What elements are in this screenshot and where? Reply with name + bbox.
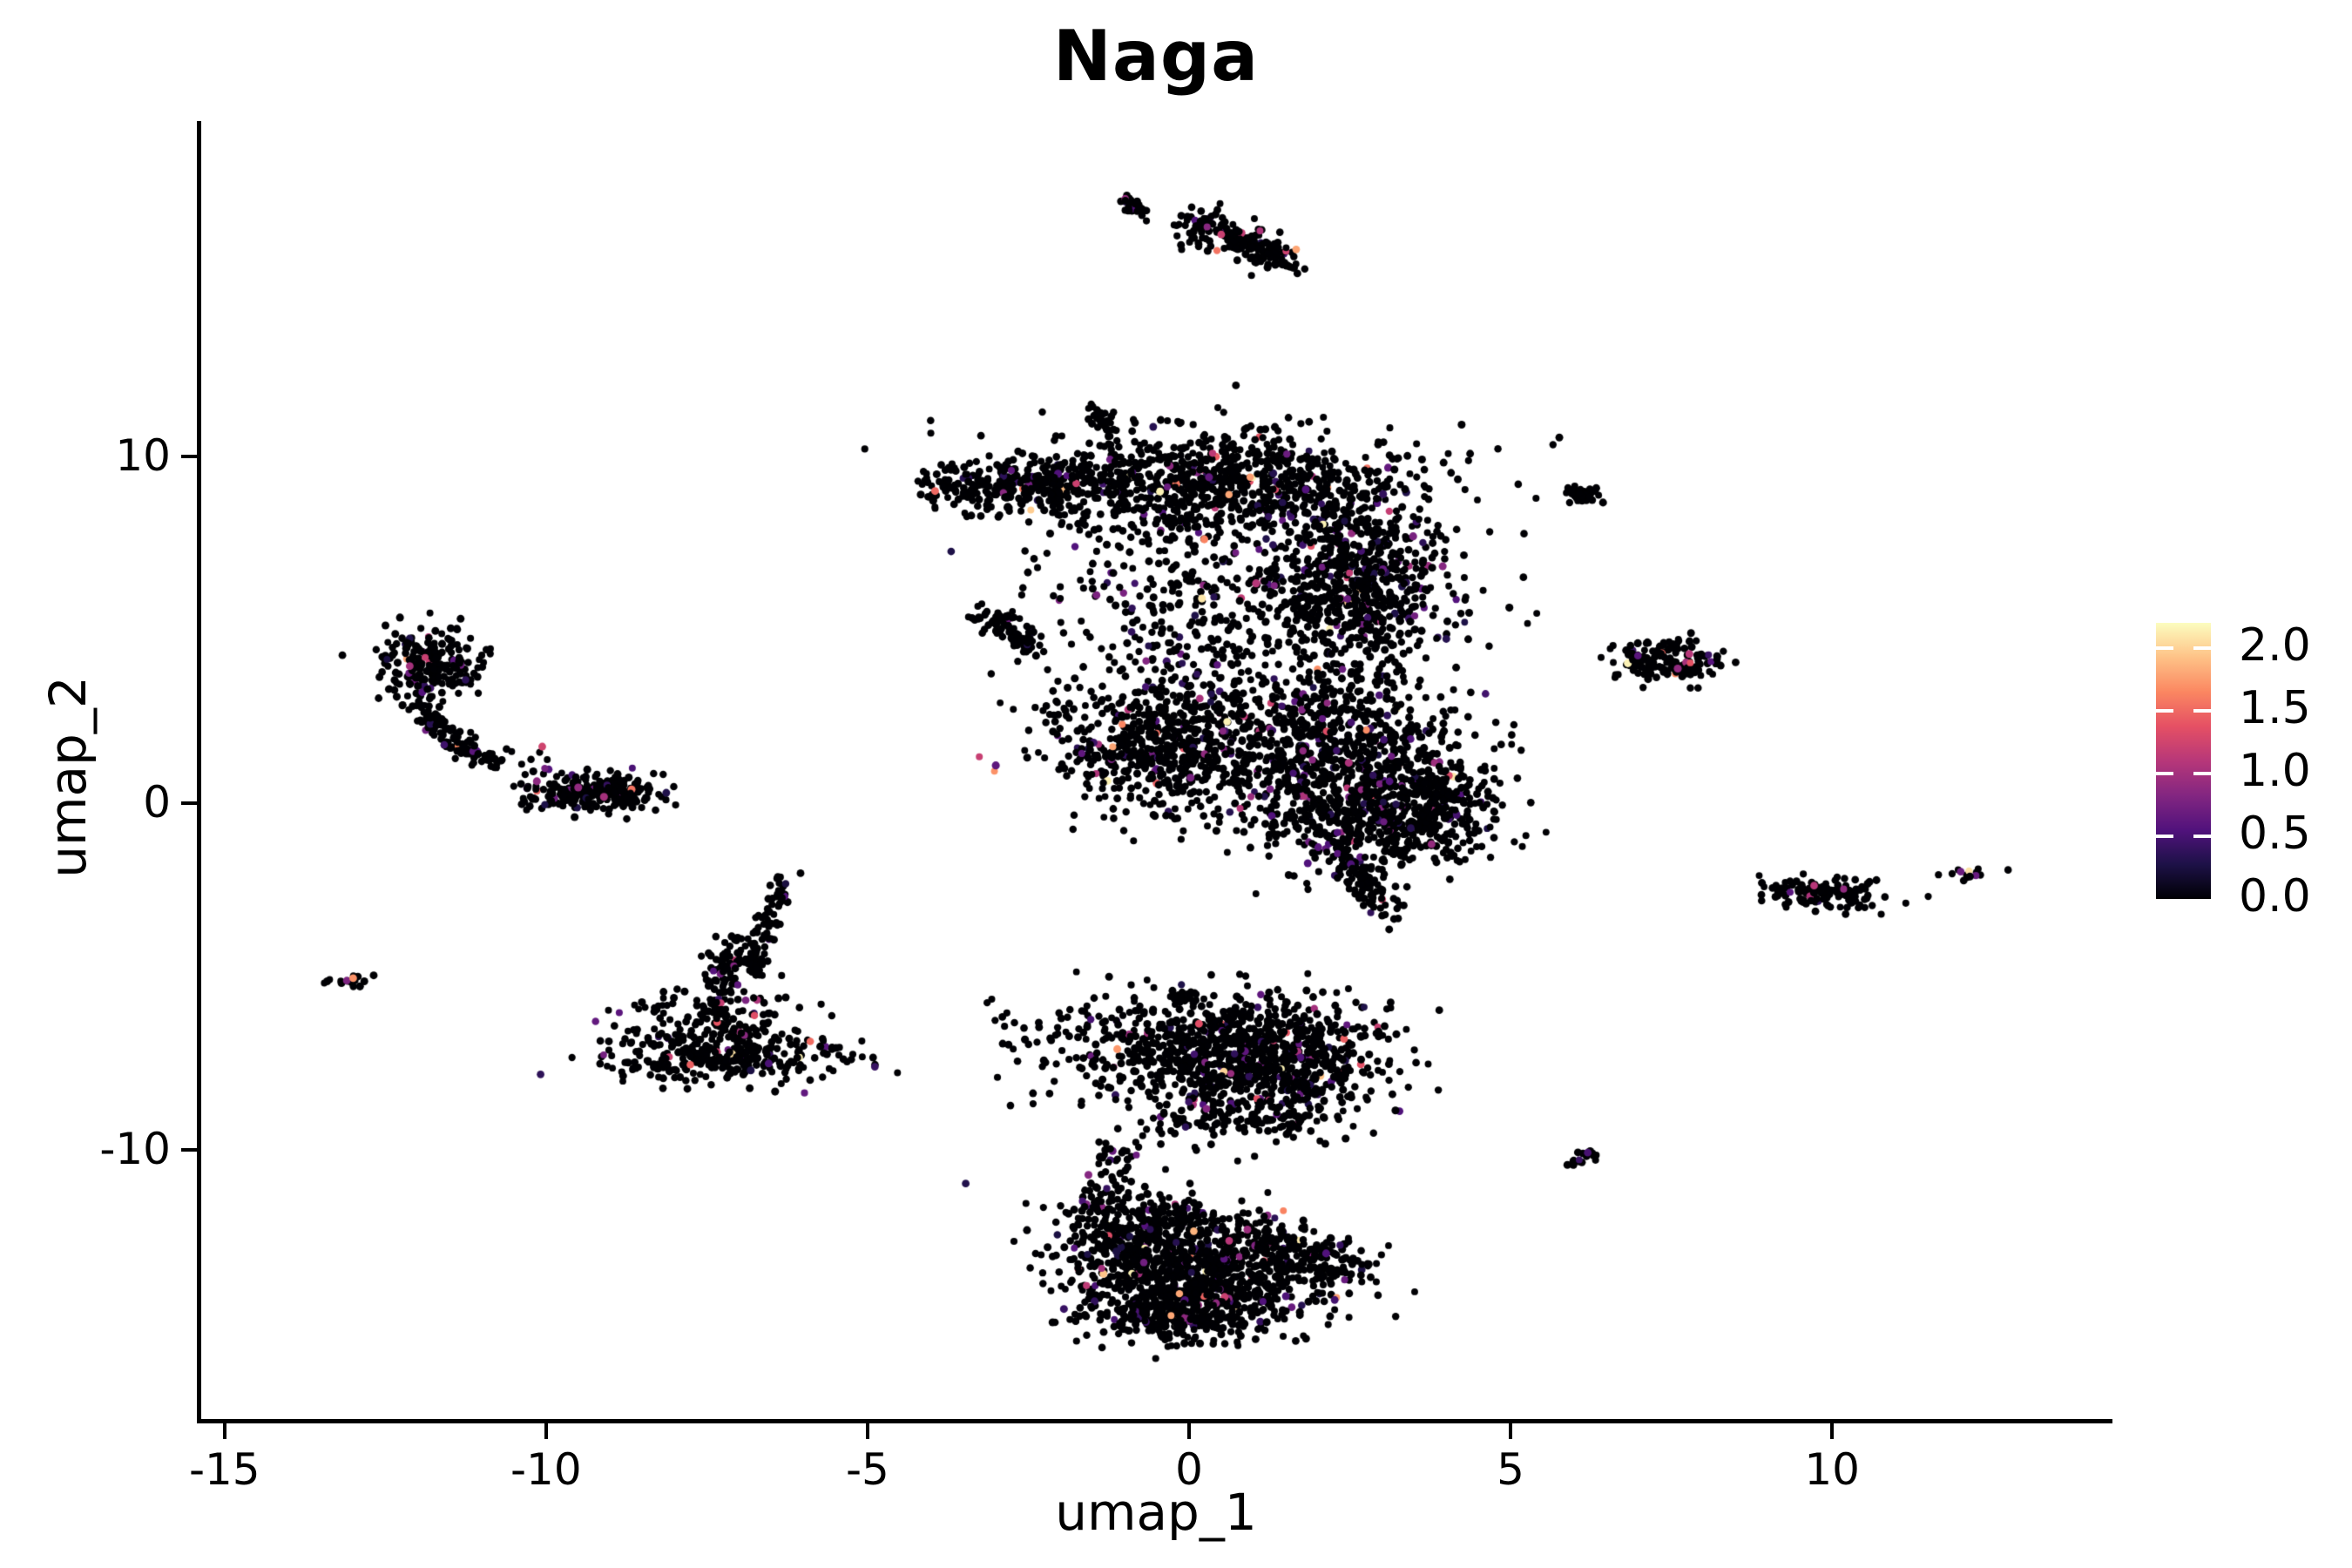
y-tick: [181, 801, 197, 805]
x-tick: [222, 1423, 226, 1439]
y-tick-label: 0: [143, 776, 171, 828]
colorbar-gradient: [2156, 623, 2211, 899]
x-tick-label: 10: [1804, 1444, 1860, 1495]
colorbar-tick: [2156, 834, 2173, 838]
x-axis-line: [197, 1419, 2112, 1423]
colorbar-tick: [2193, 771, 2211, 775]
x-tick-label: 0: [1175, 1444, 1203, 1495]
x-tick-label: 5: [1497, 1444, 1524, 1495]
colorbar-tick: [2156, 645, 2173, 650]
colorbar-tick: [2156, 771, 2173, 775]
x-tick-label: -5: [846, 1444, 889, 1495]
y-tick: [181, 454, 197, 458]
colorbar-tick-label: 0.5: [2239, 807, 2311, 860]
y-axis-label: umap_2: [38, 676, 98, 878]
y-axis-line: [197, 121, 201, 1423]
colorbar-tick: [2156, 708, 2173, 713]
x-tick: [1509, 1423, 1513, 1439]
x-tick: [1830, 1423, 1835, 1439]
x-tick: [544, 1423, 548, 1439]
colorbar-tick-label: 1.0: [2239, 744, 2311, 797]
colorbar-tick: [2193, 708, 2211, 713]
colorbar-tick-label: 1.5: [2239, 681, 2311, 734]
colorbar-tick: [2193, 645, 2211, 650]
colorbar-tick-label: 2.0: [2239, 618, 2311, 672]
colorbar-tick-label: 0.0: [2239, 870, 2311, 923]
x-tick: [865, 1423, 869, 1439]
x-tick-label: -10: [510, 1444, 582, 1495]
colorbar-tick: [2193, 834, 2211, 838]
x-tick: [1187, 1423, 1191, 1439]
y-tick: [181, 1147, 197, 1152]
y-tick-label: -10: [99, 1123, 171, 1174]
x-axis-label: umap_1: [1055, 1483, 1257, 1542]
plot-title: Naga: [1052, 16, 1260, 97]
y-tick-label: 10: [115, 429, 171, 481]
x-tick-label: -15: [188, 1444, 260, 1495]
